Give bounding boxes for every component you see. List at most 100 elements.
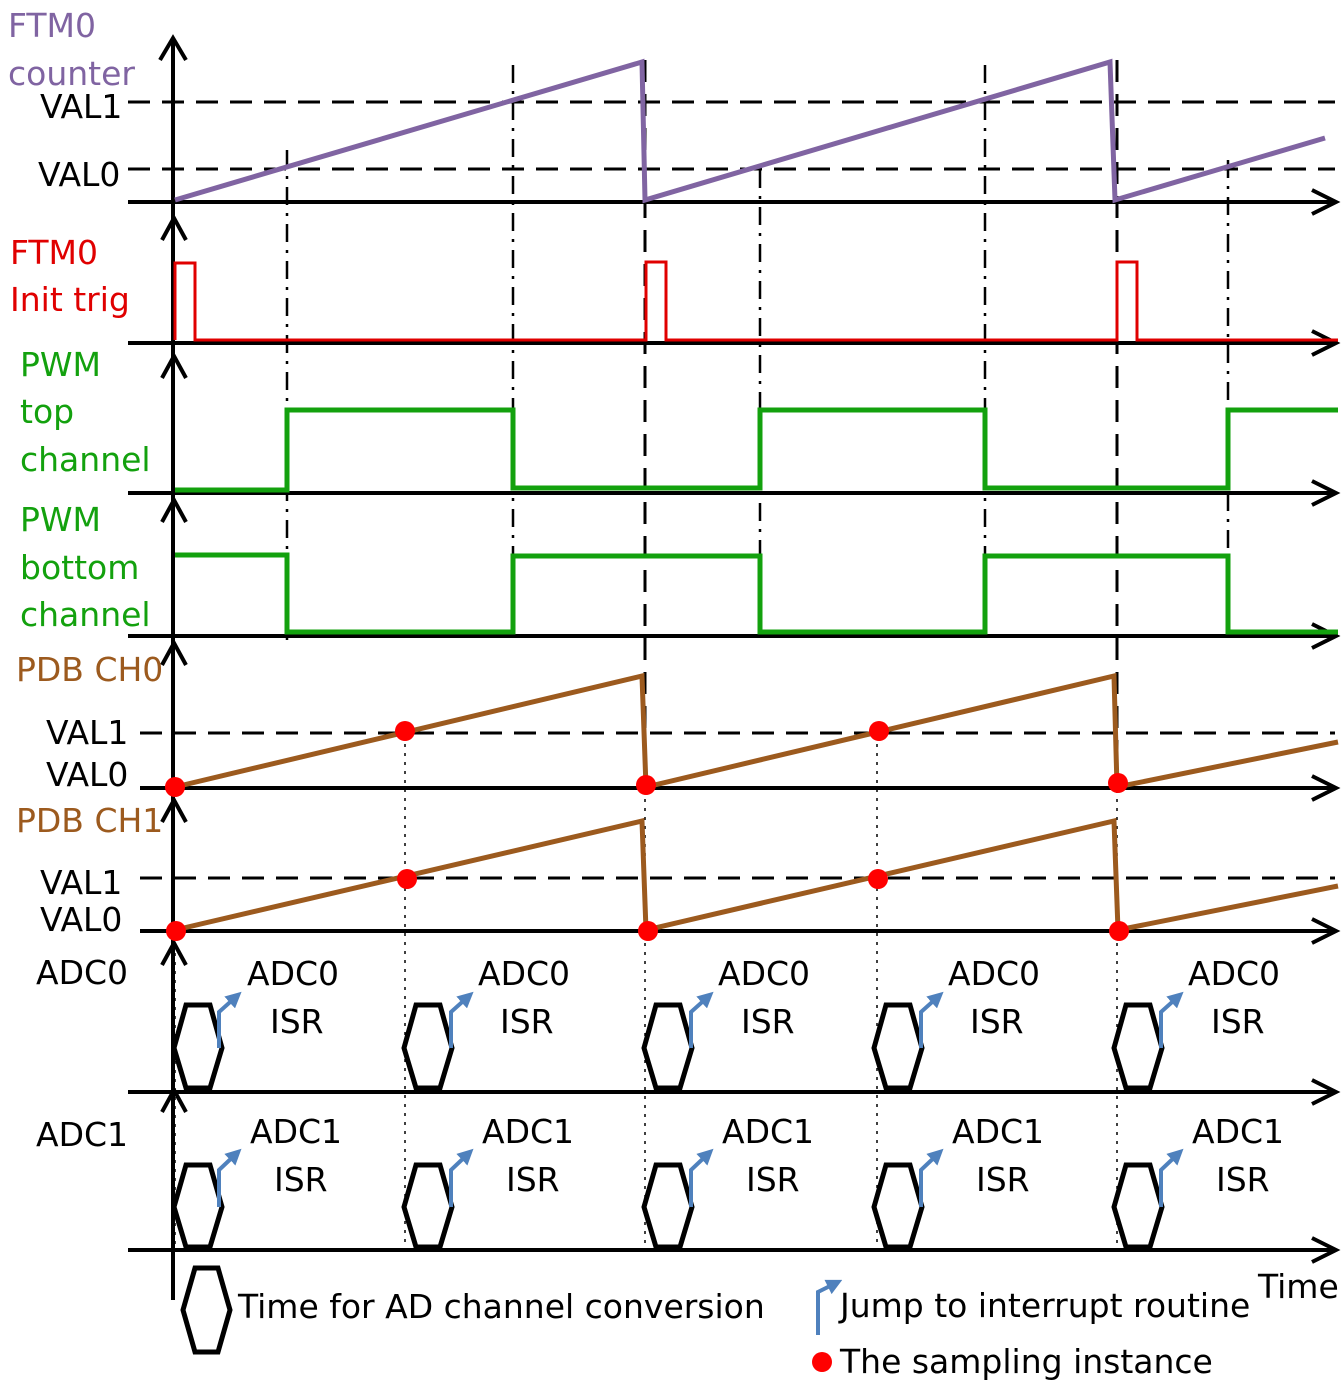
isr-arrow-icon <box>1159 991 1184 1048</box>
isr-arrow-icon <box>217 1148 242 1207</box>
isr-arrow-icon <box>1159 1148 1184 1207</box>
time-axis-label: Time <box>1257 1267 1339 1306</box>
val0-label: VAL0 <box>38 155 120 194</box>
sample-dot <box>869 721 889 741</box>
adc0-label: ADC0 <box>36 953 128 992</box>
isr-arrow-icon <box>449 1148 474 1207</box>
isr-top-label: ADC0 <box>718 954 810 993</box>
isr-label: ISR <box>746 1160 800 1199</box>
sample-dot <box>1108 773 1128 793</box>
conversion-hexagon <box>1111 1002 1165 1091</box>
pwm-top-label: channel <box>20 440 151 479</box>
isr-top-label: ADC0 <box>478 954 570 993</box>
threshold-lines <box>128 100 1335 880</box>
isr-top-label: ADC1 <box>722 1112 814 1151</box>
isr-label: ISR <box>274 1160 328 1199</box>
isr-label: ISR <box>1211 1002 1265 1041</box>
isr-label: ISR <box>270 1002 324 1041</box>
isr-arrow-icon <box>689 991 714 1048</box>
pdb-ch1-waveform <box>174 817 1339 934</box>
conversion-hexagon <box>871 1002 925 1091</box>
sample-dot <box>636 775 656 795</box>
legend-sampling-text: The sampling instance <box>839 1342 1213 1380</box>
conversion-hexagon <box>871 1162 925 1250</box>
isr-top-label: ADC1 <box>482 1112 574 1151</box>
pwm-top-label: top <box>20 392 74 431</box>
axis-arrow-2 <box>160 213 188 241</box>
isr-label: ISR <box>970 1002 1024 1041</box>
isr-labels: ADC0 ISR ADC0 ISR ADC0 ISR ADC0 ISR ADC0… <box>247 954 1284 1199</box>
isr-label: ISR <box>976 1160 1030 1199</box>
pdb-ch0-label: PDB CH0 <box>16 650 163 689</box>
init-trig-label: Init trig <box>10 280 130 319</box>
conversion-hexagon <box>1111 1162 1165 1250</box>
sampling-legend-icon <box>812 1352 832 1372</box>
jump-legend-icon <box>816 1279 843 1335</box>
isr-top-label: ADC0 <box>1188 954 1280 993</box>
isr-arrow-icon <box>919 991 944 1048</box>
legend-jump-text: Jump to interrupt routine <box>838 1286 1250 1325</box>
adc0-conversions <box>171 1002 1165 1091</box>
sample-dot <box>1109 921 1129 941</box>
isr-arrow-icon <box>919 1148 944 1207</box>
pwm-top-waveform <box>175 407 1338 493</box>
val1-label: VAL1 <box>40 863 122 902</box>
conversion-hexagon <box>171 1002 225 1091</box>
axes <box>128 34 1341 1300</box>
isr-top-label: ADC0 <box>948 954 1040 993</box>
val1-label: VAL1 <box>46 713 128 752</box>
pwm-bottom-label: channel <box>20 595 151 634</box>
isr-arrow-icon <box>217 991 242 1048</box>
sample-dot <box>395 721 415 741</box>
axis-arrow-7 <box>160 938 188 966</box>
init-trig-label: FTM0 <box>10 233 98 272</box>
isr-top-label: ADC1 <box>952 1112 1044 1151</box>
isr-arrow-icon <box>449 991 474 1048</box>
ftm0-counter-waveform <box>174 58 1326 204</box>
isr-top-label: ADC0 <box>247 954 339 993</box>
row-labels: FTM0 counter VAL1 VAL0 FTM0 Init trig PW… <box>8 6 1339 1306</box>
ftm0-counter-label: counter <box>8 54 135 93</box>
axis-arrow-4 <box>160 495 188 523</box>
isr-jump-arrows <box>217 991 1184 1207</box>
val0-label: VAL0 <box>40 900 122 939</box>
conversion-hexagon <box>641 1002 695 1091</box>
conversion-hexagon <box>401 1002 455 1091</box>
conversion-hexagon <box>641 1162 695 1250</box>
isr-label: ISR <box>500 1002 554 1041</box>
adc1-conversions <box>171 1162 1165 1250</box>
conversion-hexagon <box>171 1162 225 1250</box>
isr-label: ISR <box>1216 1160 1270 1199</box>
ftm0-init-trig-waveform <box>173 260 1338 342</box>
sample-dot <box>397 869 417 889</box>
conversion-hexagon <box>401 1162 455 1250</box>
isr-top-label: ADC1 <box>250 1112 342 1151</box>
isr-label: ISR <box>741 1002 795 1041</box>
val1-label: VAL1 <box>40 87 122 126</box>
pwm-bottom-label: PWM <box>20 500 101 539</box>
sample-dot <box>165 777 185 797</box>
sample-dot <box>166 921 186 941</box>
axis-arrow-6 <box>160 795 188 823</box>
adc1-label: ADC1 <box>36 1115 128 1154</box>
conversion-legend-icon <box>180 1265 233 1355</box>
pwm-bottom-label: bottom <box>20 548 139 587</box>
ftm0-counter-label: FTM0 <box>8 6 96 45</box>
legend-conversion-text: Time for AD channel conversion <box>237 1287 765 1326</box>
isr-label: ISR <box>506 1160 560 1199</box>
val0-label: VAL0 <box>46 755 128 794</box>
sample-dot <box>868 869 888 889</box>
legend: Time for AD channel conversion Jump to i… <box>180 1265 1250 1380</box>
sample-dot <box>638 921 658 941</box>
isr-arrow-icon <box>689 1148 714 1207</box>
axis-arrow-1 <box>158 34 188 62</box>
sampling-dots <box>165 721 1129 941</box>
pdb-ch1-label: PDB CH1 <box>16 801 163 840</box>
isr-top-label: ADC1 <box>1192 1112 1284 1151</box>
pwm-bottom-waveform <box>175 552 1338 635</box>
pwm-top-label: PWM <box>20 345 101 384</box>
axis-arrow-3 <box>160 351 188 379</box>
time-reference-lines <box>174 60 1230 1250</box>
axis-arrow-5 <box>160 638 188 666</box>
